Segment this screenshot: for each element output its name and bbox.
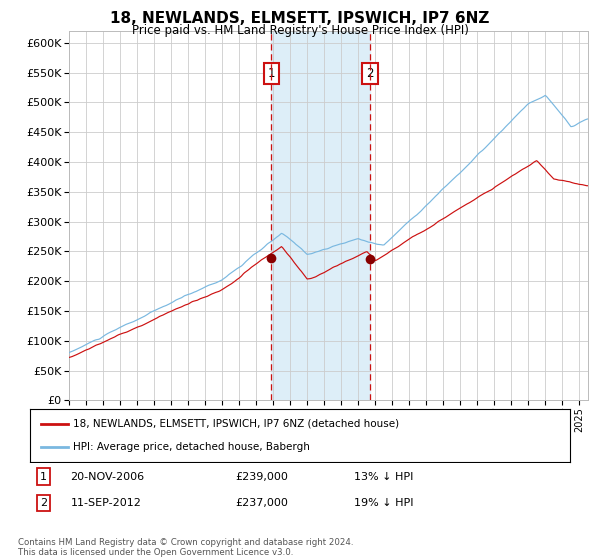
Text: HPI: Average price, detached house, Babergh: HPI: Average price, detached house, Babe… [73,442,310,452]
Text: £237,000: £237,000 [235,498,288,508]
Text: Contains HM Land Registry data © Crown copyright and database right 2024.
This d: Contains HM Land Registry data © Crown c… [18,538,353,557]
Text: 2: 2 [366,67,374,80]
Text: 19% ↓ HPI: 19% ↓ HPI [354,498,413,508]
Bar [271,31,370,400]
Text: £239,000: £239,000 [235,472,288,482]
Text: 18, NEWLANDS, ELMSETT, IPSWICH, IP7 6NZ: 18, NEWLANDS, ELMSETT, IPSWICH, IP7 6NZ [110,11,490,26]
Text: 1: 1 [40,472,47,482]
Text: 1: 1 [268,67,275,80]
Text: Price paid vs. HM Land Registry's House Price Index (HPI): Price paid vs. HM Land Registry's House … [131,24,469,36]
Text: 13% ↓ HPI: 13% ↓ HPI [354,472,413,482]
Text: 18, NEWLANDS, ELMSETT, IPSWICH, IP7 6NZ (detached house): 18, NEWLANDS, ELMSETT, IPSWICH, IP7 6NZ … [73,419,400,429]
Text: 11-SEP-2012: 11-SEP-2012 [71,498,142,508]
Text: 2: 2 [40,498,47,508]
Text: 20-NOV-2006: 20-NOV-2006 [71,472,145,482]
